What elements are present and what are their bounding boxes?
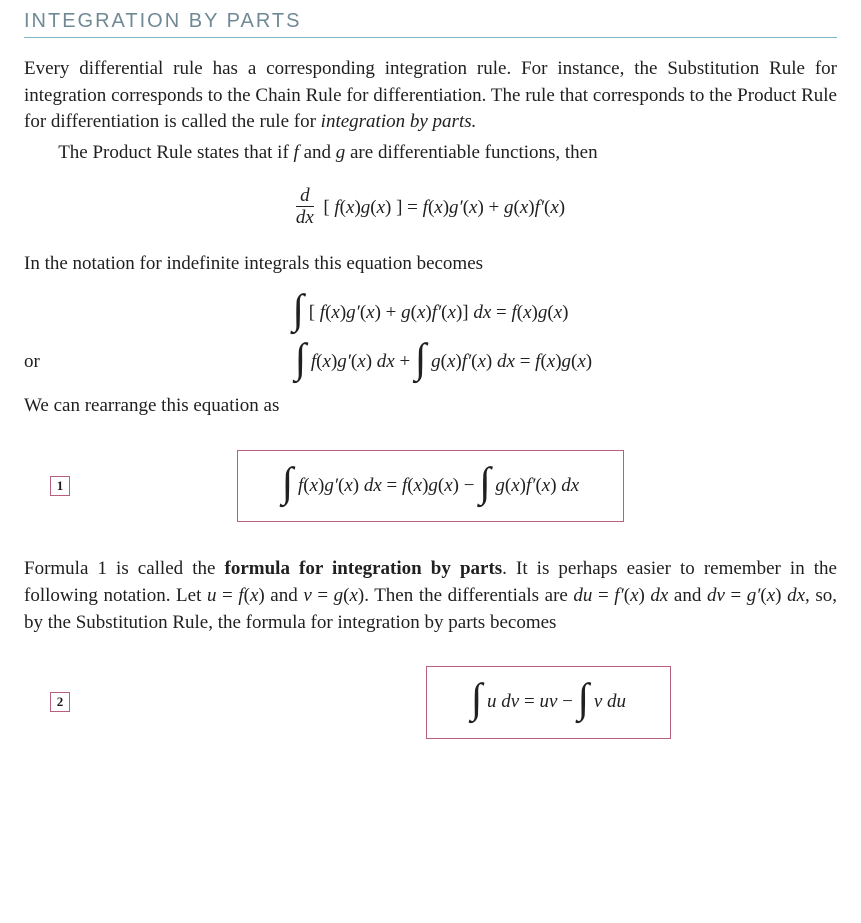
para5-eq-v: v = g(x): [303, 585, 364, 606]
para2-text-c: are differentiable functions, then: [345, 142, 597, 163]
para5-eq-du: du = f′(x) dx: [573, 585, 668, 606]
para5-text-d: . Then the differentials are: [364, 585, 573, 606]
paragraph-2: The Product Rule states that if f and g …: [24, 140, 837, 167]
equation-3: ∫ f(x)g′(x) dx + ∫ g(x)f′(x) dx = f(x)g(…: [50, 349, 837, 376]
equation-3-row: or ∫ f(x)g′(x) dx + ∫ g(x)f′(x) dx = f(x…: [24, 349, 837, 376]
para5-eq-u: u = f(x): [207, 585, 265, 606]
box-2-label: 2: [50, 692, 70, 712]
boxed-formula-2: ∫ u dv = uv − ∫ v du: [426, 666, 671, 739]
para2-text-b: and: [299, 142, 336, 163]
para5-text-a: Formula 1 is called the: [24, 558, 225, 579]
section-title: INTEGRATION BY PARTS: [24, 10, 837, 38]
para5-eq-dv: dv = g′(x) dx: [707, 585, 805, 606]
para5-text-c: and: [265, 585, 304, 606]
boxed-formula-2-row: 2 ∫ u dv = uv − ∫ v du: [24, 666, 837, 739]
equation-2: ∫ [ f(x)g′(x) + g(x)f′(x)] dx = f(x)g(x): [24, 300, 837, 327]
or-word: or: [24, 349, 50, 376]
body: Every differential rule has a correspond…: [24, 56, 837, 739]
para2-text-a: The Product Rule states that if: [58, 142, 293, 163]
para5-bold-term: formula for integration by parts: [225, 558, 503, 579]
box-1-label: 1: [50, 476, 70, 496]
paragraph-4: We can rearrange this equation as: [24, 393, 837, 420]
equation-1: ddx [ f(x)g(x) ] = f(x)g′(x) + g(x)f′(x): [24, 188, 837, 229]
para1-italic-term: integration by parts.: [321, 111, 477, 132]
paragraph-1: Every differential rule has a correspond…: [24, 56, 837, 136]
para2-var-g: g: [336, 142, 346, 163]
boxed-formula-1-row: 1 ∫ f(x)g′(x) dx = f(x)g(x) − ∫ g(x)f′(x…: [24, 450, 837, 523]
para5-text-e: and: [668, 585, 707, 606]
paragraph-5: Formula 1 is called the formula for inte…: [24, 556, 837, 636]
page-root: INTEGRATION BY PARTS Every differential …: [0, 0, 861, 813]
paragraph-3: In the notation for indefinite integrals…: [24, 251, 837, 278]
boxed-formula-1: ∫ f(x)g′(x) dx = f(x)g(x) − ∫ g(x)f′(x) …: [237, 450, 624, 523]
